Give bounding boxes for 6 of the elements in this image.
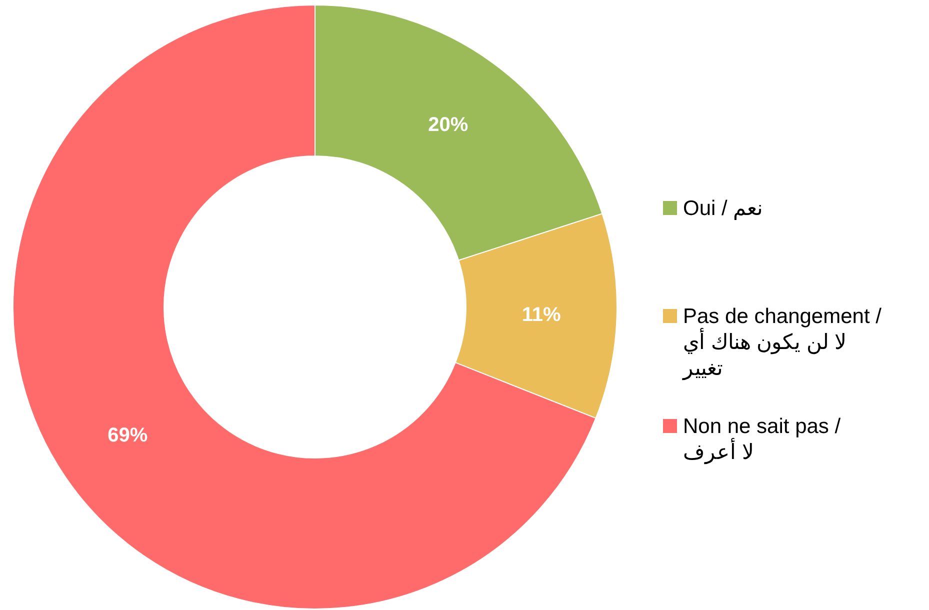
legend-label: Pas de changement / لا لن يكون هناك أي تغيير	[683, 304, 882, 382]
legend-label: Oui / نعم	[683, 196, 764, 222]
data-label: 11%	[522, 304, 562, 326]
data-label: 20%	[428, 114, 468, 136]
data-label: 69%	[108, 424, 148, 446]
legend-label: Non ne sait pas / لا أعرف	[683, 414, 842, 466]
